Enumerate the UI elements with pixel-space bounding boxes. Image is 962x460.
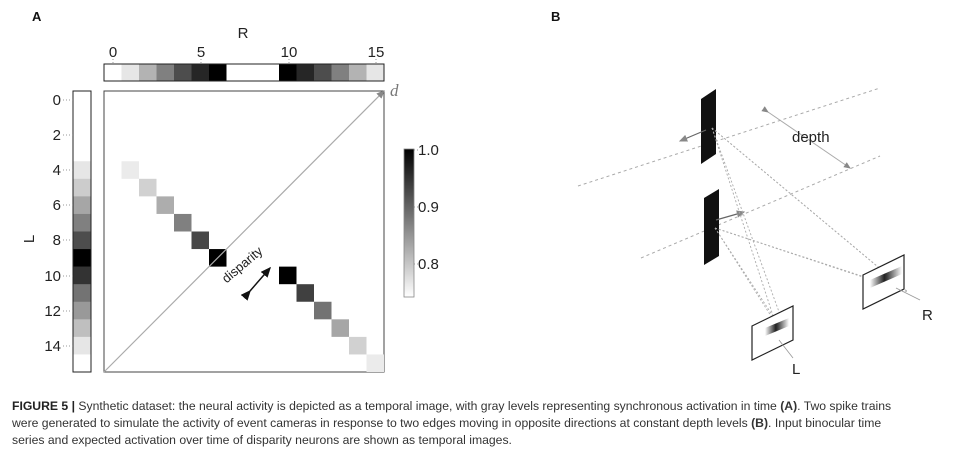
l-strip-cell	[73, 161, 91, 180]
r-strip-cell	[349, 64, 367, 81]
l-axis-label: L	[21, 235, 38, 243]
right-camera-label: R	[922, 307, 933, 324]
l-strip-cell	[73, 126, 91, 144]
r-strip-cell	[296, 64, 315, 81]
disparity-cell	[139, 178, 157, 197]
l-strip-cell	[73, 143, 91, 162]
l-tick-0: 0	[53, 92, 61, 109]
r-strip-cell	[226, 64, 245, 81]
caption-text-2b: . Input binocular time	[768, 416, 882, 430]
panel-b: depth L R	[577, 87, 933, 378]
caption-line-2: were generated to simulate the activity …	[12, 415, 950, 432]
r-strip-cell	[121, 64, 140, 81]
r-tick-5: 5	[197, 44, 205, 61]
r-strip-cell	[366, 64, 385, 81]
l-tick-6: 6	[53, 197, 61, 214]
left-camera-label: L	[792, 361, 800, 378]
caption-line-1: FIGURE 5 | Synthetic dataset: the neural…	[12, 398, 950, 415]
near-edge-bar	[704, 189, 719, 265]
caption-ref-b: (B)	[751, 416, 769, 430]
l-strip-cell	[73, 266, 91, 285]
r-strip-cell	[104, 64, 122, 81]
r-strip-cell	[331, 64, 350, 81]
projection-rays	[711, 127, 909, 343]
disparity-cell	[314, 301, 332, 320]
disparity-cell	[191, 231, 209, 250]
colorbar	[403, 148, 415, 298]
figure-number: FIGURE 5 |	[12, 399, 76, 413]
colorbar-tick-0-8: 0.8	[418, 256, 439, 273]
caption-text-1b: . Two spike trains	[797, 399, 892, 413]
d-diagonal-arrow	[103, 90, 385, 373]
left-camera-spike-strip	[765, 318, 789, 336]
figure-caption: FIGURE 5 | Synthetic dataset: the neural…	[12, 398, 950, 449]
l-strip-cell	[73, 319, 91, 338]
r-strip-cell	[244, 64, 262, 81]
l-input-strip	[73, 91, 91, 373]
disparity-cell	[296, 284, 314, 302]
l-strip-cell	[73, 249, 91, 267]
r-strip-cell	[139, 64, 157, 81]
l-strip-cell	[73, 284, 91, 303]
disparity-cell	[279, 266, 297, 285]
l-strip-frame	[72, 90, 92, 373]
depth-line-far	[577, 87, 881, 187]
r-tick-15: 15	[368, 44, 385, 61]
disparity-cell	[331, 319, 349, 337]
r-tick-10: 10	[281, 44, 298, 61]
r-strip-cell	[174, 64, 192, 81]
panel-a-label: A	[32, 9, 42, 24]
l-strip-cell	[73, 178, 91, 197]
depth-arrow	[761, 106, 851, 169]
disparity-cell	[349, 336, 367, 355]
l-strip-cell	[73, 108, 91, 127]
r-strip-cell	[279, 64, 297, 81]
l-strip-cell	[73, 231, 91, 250]
panel-a: R 0 5 10 15 L 0 2 4 6 8 10 12 14	[21, 25, 439, 373]
far-edge-bar	[701, 89, 716, 164]
r-input-strip	[104, 64, 385, 81]
r-strip-frame	[103, 63, 385, 82]
disparity-cell	[121, 161, 139, 179]
r-strip-cell	[191, 64, 210, 81]
l-tick-12: 12	[44, 303, 61, 320]
disparity-cell	[366, 354, 384, 372]
r-strip-cell	[156, 64, 175, 81]
r-tick-0: 0	[109, 44, 117, 61]
l-tick-10: 10	[44, 268, 61, 285]
l-tick-14: 14	[44, 338, 61, 355]
l-tick-2: 2	[53, 127, 61, 144]
depth-label: depth	[792, 129, 830, 146]
disparity-cell	[156, 196, 174, 214]
caption-line-3: series and expected activation over time…	[12, 433, 512, 447]
r-strip-cell	[209, 64, 227, 81]
r-strip-cell	[314, 64, 332, 81]
depth-line-near	[640, 155, 881, 259]
disparity-cell	[174, 213, 192, 232]
right-camera-spike-strip	[870, 266, 902, 288]
disparity-arrow	[240, 266, 271, 301]
panel-b-label: B	[551, 9, 561, 24]
caption-text-1a: Synthetic dataset: the neural activity i…	[75, 399, 781, 413]
l-strip-cell	[73, 213, 91, 232]
colorbar-tick-0-9: 0.9	[418, 199, 439, 216]
l-strip-cell	[73, 354, 91, 373]
r-axis-label: R	[238, 25, 249, 42]
l-tick-8: 8	[53, 232, 61, 249]
d-diagonal-label: d	[390, 81, 399, 100]
l-strip-cell	[73, 196, 91, 215]
l-strip-cell	[73, 301, 91, 320]
left-camera-image	[751, 305, 794, 361]
caption-ref-a: (A)	[780, 399, 798, 413]
far-edge-motion-arrow	[678, 129, 707, 142]
caption-text-2a: were generated to simulate the activity …	[12, 416, 752, 430]
l-tick-4: 4	[53, 162, 61, 179]
l-strip-cell	[73, 336, 91, 355]
colorbar-tick-1-0: 1.0	[418, 142, 439, 159]
l-strip-cell	[73, 91, 91, 109]
r-strip-cell	[261, 64, 280, 81]
figure-canvas: R 0 5 10 15 L 0 2 4 6 8 10 12 14	[21, 25, 933, 378]
